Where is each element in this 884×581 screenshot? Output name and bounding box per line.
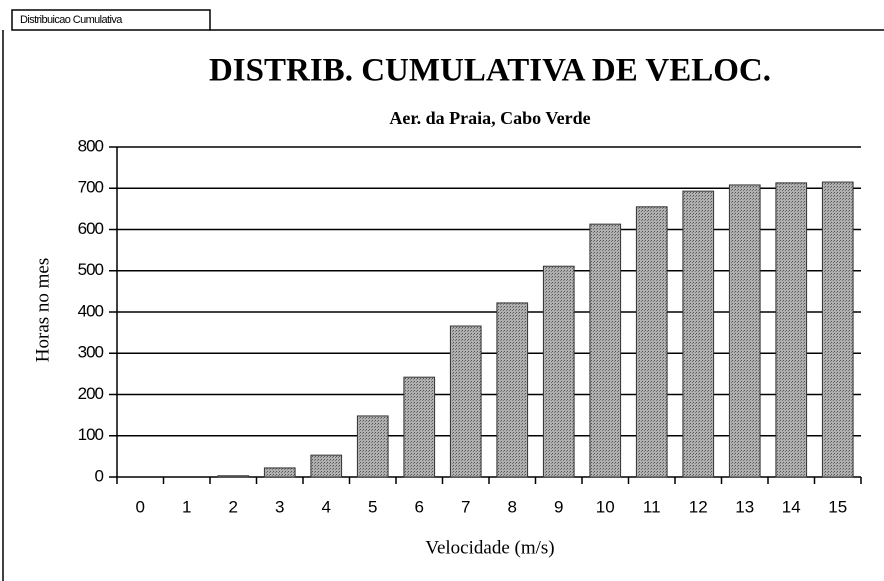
bar [775,182,808,478]
x-tick-label: 7 [461,497,470,516]
y-tick-label: 100 [78,425,104,444]
y-tick-label: 600 [78,219,104,238]
y-tick-label: 800 [78,136,104,155]
y-tick-label: 400 [78,301,104,320]
x-tick-label: 12 [689,497,708,516]
y-tick-label: 700 [78,178,104,197]
x-tick-label: 6 [415,497,424,516]
x-tick-label: 1 [182,497,191,516]
x-tick-label: 11 [643,497,661,516]
x-tick-label: 13 [735,497,754,516]
x-tick-label: 8 [508,497,517,516]
bar [821,181,854,478]
bar [682,190,715,478]
bar [217,475,250,478]
chart-title: DISTRIB. CUMULATIVA DE VELOC. [209,53,771,89]
y-tick-label: 200 [78,384,104,403]
bar [728,184,761,478]
sheet-tab-label[interactable]: Distribuicao Cumulativa [20,14,124,26]
bar [496,302,529,478]
bar [263,467,296,478]
x-tick-label: 14 [782,497,801,516]
x-tick-label: 15 [828,497,847,516]
x-tick-label: 10 [596,497,615,516]
x-tick-label: 4 [322,497,331,516]
bar [542,265,575,478]
bar [635,206,668,478]
y-tick-label: 0 [95,466,104,485]
x-tick-label: 2 [229,497,238,516]
bar [310,454,343,478]
x-tick-label: 5 [368,497,377,516]
x-tick-label: 3 [275,497,284,516]
y-tick-label: 300 [78,343,104,362]
chart-subtitle: Aer. da Praia, Cabo Verde [389,108,590,128]
x-tick-label: 9 [554,497,563,516]
bar [403,376,436,478]
x-tick-label: 0 [136,497,145,516]
bar [589,223,622,478]
sheet-tab[interactable] [11,9,211,31]
y-axis-label: Horas no mes [32,258,53,362]
bar [356,415,389,478]
y-tick-label: 500 [78,260,104,279]
bar [449,325,482,478]
x-axis-label: Velocidade (m/s) [425,537,554,558]
